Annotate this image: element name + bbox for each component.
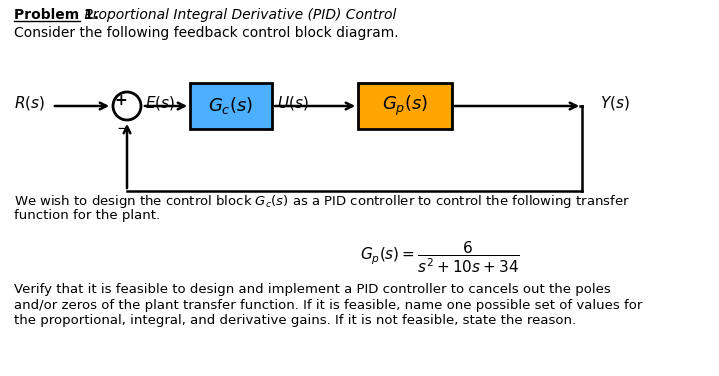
Text: $Y(s)$: $Y(s)$ — [600, 94, 630, 112]
Text: $U(s)$: $U(s)$ — [277, 94, 308, 112]
Text: $G_p(s) = \dfrac{6}{s^2 + 10s + 34}$: $G_p(s) = \dfrac{6}{s^2 + 10s + 34}$ — [360, 240, 520, 276]
Text: We wish to design the control block $G_c(s)$ as a PID controller to control the : We wish to design the control block $G_c… — [14, 193, 630, 210]
Bar — [358, 83, 452, 129]
Text: the proportional, integral, and derivative gains. If it is not feasible, state t: the proportional, integral, and derivati… — [14, 314, 576, 327]
Text: $G_p(s)$: $G_p(s)$ — [382, 94, 428, 118]
Text: Problem 1.: Problem 1. — [14, 8, 99, 22]
Text: function for the plant.: function for the plant. — [14, 209, 160, 221]
Text: Consider the following feedback control block diagram.: Consider the following feedback control … — [14, 26, 398, 40]
Text: $E(s)$: $E(s)$ — [145, 94, 175, 112]
Text: Proportional Integral Derivative (PID) Control: Proportional Integral Derivative (PID) C… — [80, 8, 396, 22]
Text: $G_c(s)$: $G_c(s)$ — [209, 96, 254, 117]
Bar — [190, 83, 272, 129]
Text: Verify that it is feasible to design and implement a PID controller to cancels o: Verify that it is feasible to design and… — [14, 283, 610, 296]
Text: and/or zeros of the plant transfer function. If it is feasible, name one possibl: and/or zeros of the plant transfer funct… — [14, 299, 642, 311]
Text: −: − — [116, 121, 129, 136]
Text: +: + — [114, 93, 127, 108]
Text: $R(s)$: $R(s)$ — [14, 94, 45, 112]
